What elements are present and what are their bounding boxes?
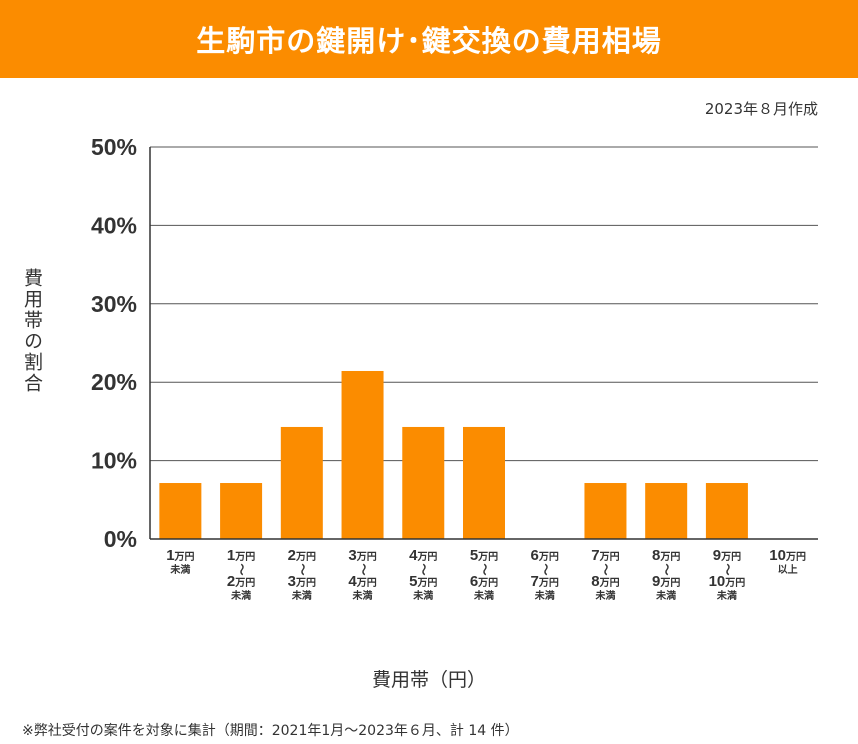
x-tick-part: 6 — [530, 547, 539, 564]
y-tick-label: 50% — [91, 134, 137, 160]
x-tick-part: 万円 — [538, 578, 559, 589]
x-tick-part: 9 — [712, 547, 722, 564]
x-tick-part: 万円 — [478, 578, 499, 589]
y-tick-label: 10% — [91, 448, 137, 474]
x-tick-part: 4 — [348, 573, 357, 590]
x-axis-label: 費用帯（円） — [371, 669, 486, 691]
x-tick-part: 6 — [469, 573, 479, 590]
bar — [584, 483, 627, 539]
y-tick-label: 30% — [91, 291, 137, 317]
x-tick-part: 万円 — [174, 552, 195, 563]
x-tick-part: 7 — [591, 547, 600, 564]
x-tick-label: 1万円未満 — [150, 547, 210, 577]
x-tick-part: 未満 — [534, 591, 555, 602]
created-date: 2023年８月作成 — [704, 100, 818, 118]
x-tick-part: ～ — [538, 563, 553, 576]
y-tick-label: 0% — [104, 526, 137, 552]
x-tick-label: 6万円～ 7万円 未満 — [515, 547, 575, 603]
x-tick-part: 未満 — [716, 591, 737, 602]
x-tick-part: 10 — [769, 547, 786, 564]
x-tick-label: 2万円～ 3万円 未満 — [272, 547, 332, 603]
x-tick-part: 2 — [226, 573, 236, 590]
x-tick-label: 4万円～ 5万円 未満 — [393, 547, 453, 603]
x-tick-part: 未満 — [595, 591, 616, 602]
footnote: ※弊社受付の案件を対象に集計（期間：2021年1月～2023年６月、計 14 件… — [22, 723, 519, 739]
bar — [280, 426, 323, 539]
x-tick-part: ～ — [720, 563, 735, 576]
x-tick-part: 未満 — [413, 591, 434, 602]
bar — [220, 483, 263, 539]
y-tick-label: 40% — [91, 212, 137, 238]
x-tick-label: 1万円～ 2万円 未満 — [211, 547, 271, 603]
bar — [705, 483, 748, 539]
x-tick-part: 万円 — [356, 552, 377, 563]
x-tick-label: 5万円～ 6万円 未満 — [454, 547, 514, 603]
x-tick-part: 8 — [591, 573, 600, 590]
x-tick-part: 以上 — [777, 565, 798, 576]
x-tick-part: 未満 — [352, 591, 373, 602]
bar — [645, 483, 688, 539]
x-tick-part: 万円 — [295, 578, 316, 589]
x-tick-part: 1 — [226, 547, 236, 564]
x-tick-part: 万円 — [725, 578, 746, 589]
x-tick-part: 万円 — [660, 578, 681, 589]
x-tick-part: 万円 — [417, 578, 438, 589]
x-tick-label: 7万円～ 8万円 未満 — [575, 547, 635, 603]
x-tick-part: 未満 — [291, 591, 312, 602]
x-tick-part: 7 — [530, 573, 539, 590]
bar — [341, 370, 384, 539]
x-tick-part: 3 — [287, 573, 296, 590]
x-tick-label: 3万円～ 4万円 未満 — [333, 547, 393, 603]
x-tick-label: 10万円以上 — [758, 547, 818, 577]
x-tick-label: 9万円～ 10万円 未満 — [697, 547, 757, 603]
x-tick-part: 万円 — [599, 552, 620, 563]
x-tick-part: ～ — [659, 563, 674, 576]
x-tick-part: ～ — [477, 563, 492, 576]
x-tick-part: 万円 — [478, 552, 499, 563]
y-tick-label: 20% — [91, 369, 137, 395]
x-tick-part: ～ — [416, 563, 431, 576]
x-tick-part: 5 — [409, 573, 418, 590]
x-tick-part: 10 — [708, 573, 726, 590]
bar — [402, 426, 445, 539]
x-tick-part: 未満 — [231, 591, 252, 602]
x-tick-part: ～ — [598, 563, 613, 576]
x-tick-part: 1 — [166, 547, 175, 564]
x-tick-part: ～ — [295, 563, 310, 576]
x-tick-part: 万円 — [660, 552, 681, 563]
x-tick-part: 9 — [652, 573, 661, 590]
x-tick-part: 万円 — [417, 552, 438, 563]
y-axis-label: 費用帯の割合 — [21, 268, 43, 394]
x-tick-part: 未満 — [474, 591, 494, 602]
x-tick-part: 万円 — [295, 552, 316, 563]
x-tick-part: 未満 — [656, 591, 677, 602]
bar — [463, 426, 505, 539]
bar — [159, 483, 202, 539]
x-tick-part: 万円 — [538, 552, 559, 563]
x-tick-part: 2 — [287, 547, 296, 564]
x-tick-part: 未満 — [170, 565, 191, 576]
x-tick-part: 万円 — [235, 552, 256, 563]
x-tick-part: 万円 — [785, 552, 806, 563]
x-tick-part: 3 — [348, 547, 357, 564]
x-tick-part: 万円 — [721, 552, 742, 563]
chart-title: 生駒市の鍵開け･鍵交換の費用相場 — [0, 0, 858, 78]
x-tick-part: 5 — [469, 547, 479, 564]
x-tick-part: 万円 — [599, 578, 620, 589]
x-tick-label: 8万円～ 9万円 未満 — [636, 547, 696, 603]
x-tick-part: 万円 — [235, 578, 256, 589]
x-tick-part: 万円 — [356, 578, 377, 589]
x-tick-part: 4 — [409, 547, 418, 564]
x-tick-part: ～ — [356, 563, 371, 576]
x-tick-part: 8 — [652, 547, 661, 564]
x-tick-part: ～ — [234, 563, 249, 576]
